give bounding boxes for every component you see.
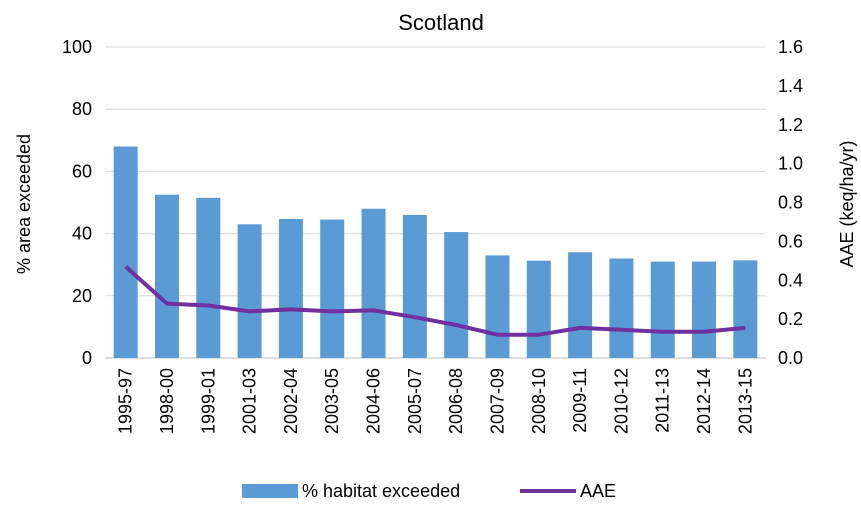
y-tick-label: 20 xyxy=(72,286,92,306)
y-tick-label: 40 xyxy=(72,224,92,244)
legend-label-line: AAE xyxy=(580,481,616,501)
x-tick-label: 2012-14 xyxy=(694,368,714,434)
x-tick-label: 2007-09 xyxy=(487,368,507,434)
bar xyxy=(485,255,510,358)
bar xyxy=(320,219,345,358)
bar xyxy=(692,261,717,358)
x-tick-label: 1999-01 xyxy=(198,368,218,434)
x-tick-label: 1995-97 xyxy=(116,368,136,434)
x-tick-label: 2006-08 xyxy=(446,368,466,434)
x-tick-label: 2002-04 xyxy=(281,368,301,434)
bar xyxy=(113,146,138,358)
y2-tick-label: 0.8 xyxy=(778,193,803,213)
x-tick-label: 2003-05 xyxy=(322,368,342,434)
x-axis-ticks: 1995-97 1998-00 1999-01 2001-03 2002-04 2003-… xyxy=(116,368,756,434)
bar xyxy=(733,260,758,358)
right-axis-ticks: 0.0 0.2 0.4 0.6 0.8 1.0 1.2 1.4 1.6 xyxy=(778,37,803,368)
x-tick-label: 2005-07 xyxy=(405,368,425,434)
y2-tick-label: 0.6 xyxy=(778,231,803,251)
bar xyxy=(154,194,179,358)
bar xyxy=(609,258,634,358)
line-series xyxy=(124,265,746,337)
y2-tick-label: 1.4 xyxy=(778,76,803,96)
chart-title: Scotland xyxy=(398,10,484,35)
x-tick-label: 2009-11 xyxy=(570,368,590,433)
y-tick-label: 0 xyxy=(82,348,92,368)
y2-tick-label: 0.2 xyxy=(778,309,803,329)
bar xyxy=(650,261,675,358)
legend-label-bars: % habitat exceeded xyxy=(302,481,460,501)
legend: % habitat exceeded AAE xyxy=(242,481,616,501)
bar xyxy=(278,218,303,358)
y2-tick-label: 1.0 xyxy=(778,154,803,174)
bar xyxy=(237,224,262,358)
y2-tick-label: 1.2 xyxy=(778,115,803,135)
y-tick-label: 100 xyxy=(62,37,92,57)
bar xyxy=(444,232,469,358)
bar xyxy=(196,197,221,358)
x-tick-label: 2008-10 xyxy=(529,368,549,434)
y2-tick-label: 0.4 xyxy=(778,270,803,290)
bar xyxy=(402,214,427,358)
y2-axis-label: AAE (keq/ha/yr) xyxy=(837,140,857,267)
bar xyxy=(361,208,386,358)
x-tick-label: 2004-06 xyxy=(364,368,384,434)
bar-series xyxy=(113,146,758,358)
x-tick-label: 2011-13 xyxy=(653,368,673,433)
left-axis-ticks: 0 20 40 60 80 100 xyxy=(62,37,92,368)
aae-line xyxy=(124,265,746,337)
y-axis-label: % area exceeded xyxy=(14,134,34,274)
x-tick-label: 2013-15 xyxy=(735,368,755,434)
y2-tick-label: 0.0 xyxy=(778,348,803,368)
x-tick-label: 1998-00 xyxy=(157,368,177,434)
bar xyxy=(526,260,551,358)
x-tick-label: 2001-03 xyxy=(240,368,260,434)
x-tick-label: 2010-12 xyxy=(611,368,631,434)
y-tick-label: 80 xyxy=(72,99,92,119)
bar xyxy=(568,252,593,358)
y-tick-label: 60 xyxy=(72,161,92,181)
legend-swatch-bars xyxy=(242,484,298,498)
y2-tick-label: 1.6 xyxy=(778,37,803,57)
